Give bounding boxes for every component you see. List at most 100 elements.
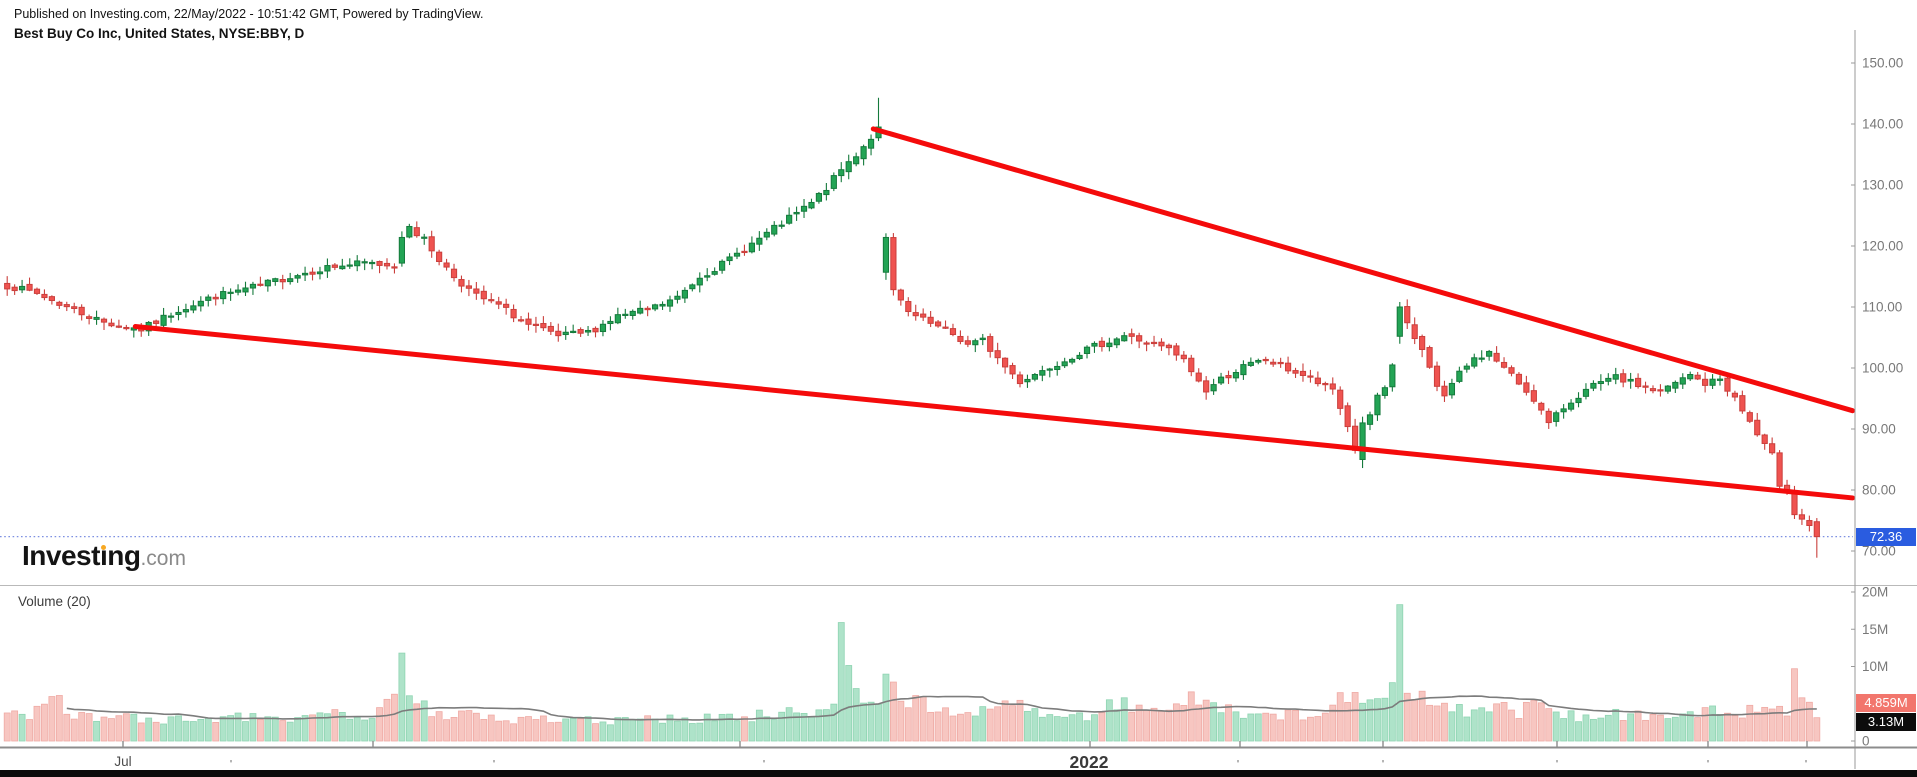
trendline-upper-resistance[interactable] xyxy=(870,126,1856,414)
volume-bar xyxy=(234,712,242,742)
candle xyxy=(920,308,927,322)
volume-indicator-label: Volume (20) xyxy=(18,594,91,609)
candle xyxy=(1277,357,1284,368)
candle xyxy=(428,230,435,258)
candle xyxy=(1731,390,1739,402)
candle xyxy=(972,338,979,353)
volume-bar xyxy=(1158,710,1165,742)
candle xyxy=(1448,378,1456,399)
volume-tick-label: 20M xyxy=(1862,585,1888,600)
volume-bar xyxy=(1254,713,1262,742)
volume-bar xyxy=(584,716,592,742)
axes[interactable]: 150.00 140.00 130.00 120.00 110.00 100.00 90.0… xyxy=(0,30,1917,772)
volume-bar xyxy=(1001,700,1009,742)
volume-bar xyxy=(160,723,167,742)
volume-bar xyxy=(1627,713,1635,742)
volume-bar xyxy=(391,693,398,742)
candle xyxy=(1553,410,1560,427)
candle xyxy=(927,310,934,328)
volume-bar xyxy=(845,665,853,742)
volume-bar xyxy=(971,715,979,742)
candle xyxy=(979,333,986,346)
volume-bar xyxy=(78,712,86,742)
candle xyxy=(115,319,123,329)
candle xyxy=(622,308,629,319)
candle xyxy=(1292,367,1299,378)
candle xyxy=(547,322,554,335)
candle xyxy=(1433,361,1441,392)
candle xyxy=(294,273,301,283)
candle xyxy=(160,307,167,329)
volume-bar xyxy=(681,717,689,742)
volume-bar xyxy=(1053,716,1061,742)
logo-com-suffix: .com xyxy=(140,547,186,570)
candle xyxy=(220,286,227,305)
candle xyxy=(234,284,242,296)
candle xyxy=(1262,356,1269,365)
candle xyxy=(957,330,964,345)
volume-bar xyxy=(1537,702,1545,742)
trendline-lower-support[interactable] xyxy=(132,324,1856,501)
volume-bar xyxy=(189,721,197,742)
volume-bar xyxy=(1314,716,1322,742)
volume-bar xyxy=(1299,719,1307,742)
time-minor-dot xyxy=(1237,760,1239,763)
volume-bar xyxy=(167,716,175,742)
candle xyxy=(190,300,197,314)
candle xyxy=(934,320,942,328)
candle xyxy=(458,275,465,293)
volume-bar xyxy=(755,709,763,742)
volume-bar xyxy=(93,720,100,742)
candle xyxy=(1493,346,1500,363)
volume-bar xyxy=(867,701,875,742)
volume-bar xyxy=(1493,703,1500,742)
candle xyxy=(994,342,1001,365)
candle xyxy=(1806,515,1813,532)
price-tick-label: 140.00 xyxy=(1862,117,1903,132)
candle xyxy=(391,263,398,274)
trendlines[interactable] xyxy=(132,126,1856,501)
candle xyxy=(1046,367,1053,378)
candle xyxy=(182,303,190,318)
candle xyxy=(1605,373,1612,386)
volume-bar xyxy=(1694,717,1702,742)
volume-bar xyxy=(130,713,138,742)
volume-bar xyxy=(1120,697,1128,742)
volume-ma-badge: 4.859M xyxy=(1856,693,1916,712)
last-price-badge: 72.36 xyxy=(1856,527,1916,546)
candle xyxy=(369,259,376,270)
volume-bar xyxy=(860,702,868,742)
volume-series xyxy=(3,604,1821,742)
candle xyxy=(525,312,532,331)
candle xyxy=(1061,357,1068,369)
volume-bar xyxy=(108,718,115,742)
candle xyxy=(1284,356,1292,374)
price-tick-label: 150.00 xyxy=(1862,56,1903,71)
candle xyxy=(86,314,93,325)
candle xyxy=(4,276,11,296)
candle xyxy=(1374,392,1381,421)
volume-bar xyxy=(1455,704,1463,742)
volume-bar xyxy=(942,707,949,742)
candle xyxy=(1597,374,1604,391)
candle xyxy=(175,306,182,321)
volume-bar xyxy=(1217,712,1225,742)
volume-bar xyxy=(212,722,220,742)
candle xyxy=(197,296,204,312)
volume-bar xyxy=(1567,710,1575,742)
candle xyxy=(1523,375,1530,396)
candle xyxy=(704,268,711,282)
candle xyxy=(495,296,502,310)
candle xyxy=(436,249,443,266)
candle xyxy=(1180,351,1187,363)
candle xyxy=(741,244,748,256)
time-minor-dot xyxy=(1707,760,1709,763)
volume-bar xyxy=(532,719,540,742)
candle xyxy=(808,198,815,210)
candle xyxy=(71,302,78,314)
volume-bar xyxy=(912,695,920,742)
time-minor-dot xyxy=(763,760,765,763)
candle xyxy=(1813,518,1820,558)
volume-bar xyxy=(33,705,41,742)
